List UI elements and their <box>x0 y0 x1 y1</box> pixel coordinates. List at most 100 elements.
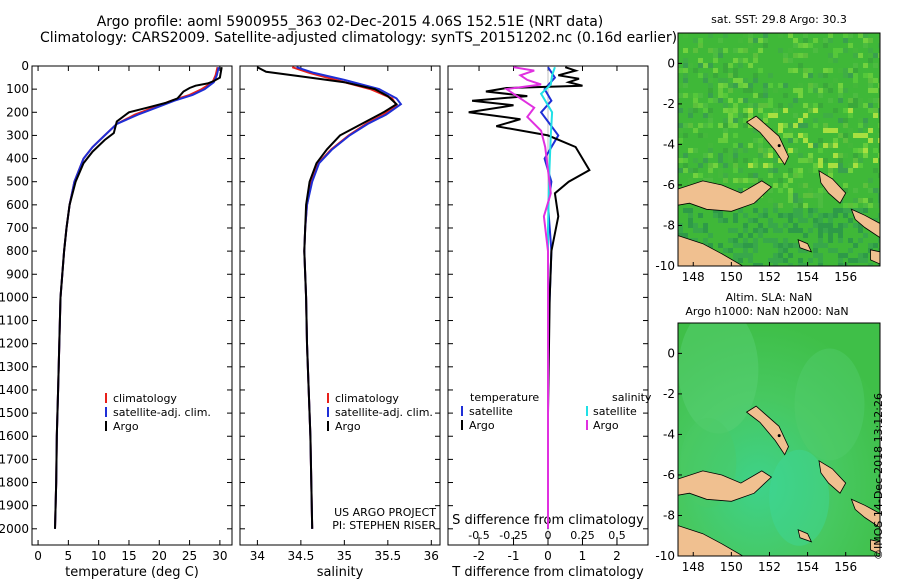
sst-cell <box>758 263 763 266</box>
sst-cell <box>863 73 868 78</box>
sst-cell <box>693 38 698 43</box>
sst-cell <box>778 228 783 233</box>
sst-cell <box>853 208 858 213</box>
sst-cell <box>873 243 878 248</box>
sst-cell <box>708 123 713 128</box>
sst-cell <box>743 178 748 183</box>
x-tick-label: 20 <box>152 549 167 563</box>
sst-cell <box>803 138 808 143</box>
sst-cell <box>708 178 713 183</box>
sst-cell <box>853 258 858 263</box>
sst-cell <box>748 88 753 93</box>
sst-cell <box>858 238 863 243</box>
series-line-argo <box>256 66 399 529</box>
sst-cell <box>828 58 833 63</box>
sst-cell <box>823 128 828 133</box>
sst-cell <box>713 58 718 63</box>
sst-cell <box>783 83 788 88</box>
sst-cell <box>823 123 828 128</box>
sst-cell <box>803 248 808 253</box>
sst-cell <box>838 88 843 93</box>
sst-cell <box>768 73 773 78</box>
sst-cell <box>833 248 838 253</box>
map-frame <box>677 32 881 267</box>
sst-cell <box>858 128 863 133</box>
sst-cell <box>748 243 753 248</box>
sst-cell <box>733 143 738 148</box>
sst-cell <box>878 83 880 88</box>
sst-cell <box>708 63 713 68</box>
sst-cell <box>868 243 873 248</box>
sst-cell <box>703 153 708 158</box>
sst-cell <box>833 208 838 213</box>
sst-cell <box>738 253 743 258</box>
sst-cell <box>728 113 733 118</box>
sst-cell <box>828 168 833 173</box>
sst-cell <box>863 133 868 138</box>
map-y-tick-label: -2 <box>663 387 675 401</box>
sst-cell <box>803 133 808 138</box>
sst-cell <box>873 53 878 58</box>
sst-cell <box>828 98 833 103</box>
sst-cell <box>683 233 688 238</box>
sst-cell <box>763 118 768 123</box>
sst-cell <box>868 263 873 266</box>
sst-cell <box>683 73 688 78</box>
sst-cell <box>823 143 828 148</box>
sst-cell <box>748 113 753 118</box>
sst-cell <box>733 133 738 138</box>
sst-cell <box>863 143 868 148</box>
sst-cell <box>843 123 848 128</box>
sst-cell <box>748 63 753 68</box>
sst-cell <box>723 138 728 143</box>
sst-cell <box>723 123 728 128</box>
sst-cell <box>698 93 703 98</box>
sst-cell <box>718 213 723 218</box>
sst-cell <box>878 263 880 266</box>
sst-cell <box>678 68 683 73</box>
sst-cell <box>793 213 798 218</box>
sst-cell <box>793 43 798 48</box>
sst-cell <box>863 118 868 123</box>
sst-cell <box>868 108 873 113</box>
sst-cell <box>728 118 733 123</box>
sst-cell <box>868 188 873 193</box>
sst-cell <box>873 78 878 83</box>
sst-cell <box>678 108 683 113</box>
sst-cell <box>823 88 828 93</box>
sst-cell <box>838 253 843 258</box>
sst-cell <box>798 228 803 233</box>
sst-cell <box>873 138 878 143</box>
sst-cell <box>828 233 833 238</box>
sst-cell <box>743 58 748 63</box>
sst-cell <box>848 73 853 78</box>
sst-cell <box>818 188 823 193</box>
sst-cell <box>848 68 853 73</box>
sst-cell <box>878 193 880 198</box>
sst-cell <box>848 43 853 48</box>
sst-cell <box>743 148 748 153</box>
sst-cell <box>723 133 728 138</box>
sst-cell <box>728 108 733 113</box>
sst-cell <box>863 38 868 43</box>
sst-cell <box>858 208 863 213</box>
land-polygon <box>797 239 813 253</box>
sst-cell <box>858 228 863 233</box>
sst-cell <box>808 83 813 88</box>
sst-cell <box>718 218 723 223</box>
map-x-tick-label: 148 <box>682 270 705 284</box>
sst-cell <box>733 118 738 123</box>
sst-cell <box>798 203 803 208</box>
sst-cell <box>808 88 813 93</box>
sst-cell <box>738 78 743 83</box>
sst-cell <box>758 68 763 73</box>
sst-cell <box>838 238 843 243</box>
sst-cell <box>723 68 728 73</box>
sst-cell <box>763 113 768 118</box>
sst-cell <box>753 73 758 78</box>
sla-anomaly-blob <box>794 348 865 461</box>
sst-cell <box>728 148 733 153</box>
x2-tick-label: -0.5 <box>468 529 489 542</box>
sst-cell <box>848 203 853 208</box>
